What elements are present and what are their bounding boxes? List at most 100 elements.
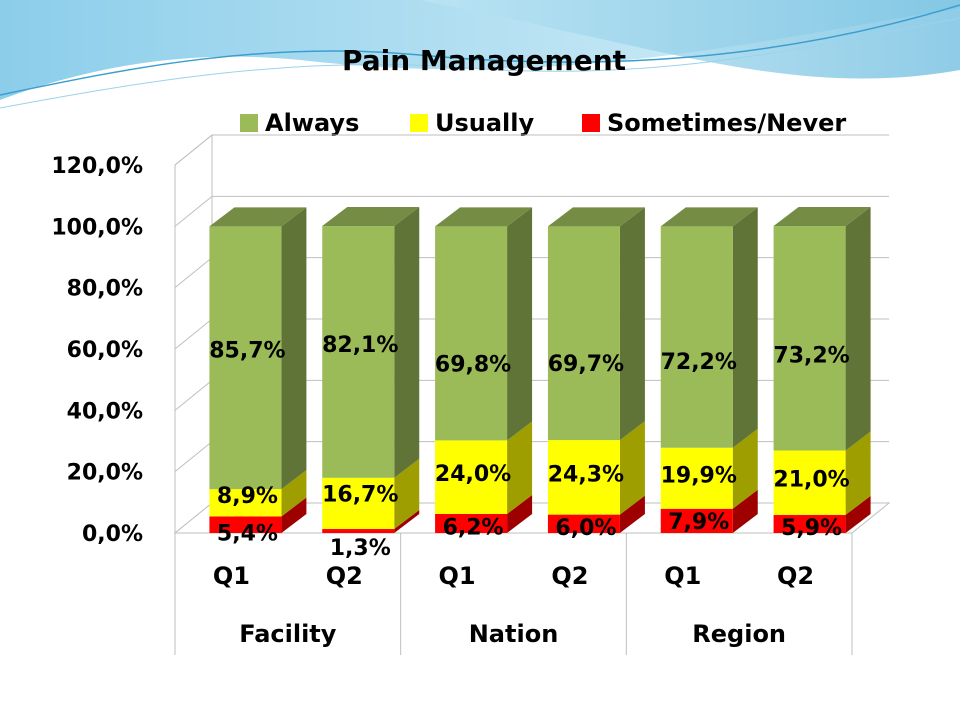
- legend-entry: Always: [240, 109, 359, 137]
- bar-side: [281, 207, 307, 490]
- bar-segment-always: [773, 207, 871, 451]
- bar-side: [732, 489, 758, 533]
- y-tick-label: 20,0%: [67, 461, 143, 486]
- legend-label: Sometimes/Never: [607, 109, 846, 137]
- data-label: 69,8%: [435, 352, 511, 377]
- x-tick-label: Q2: [777, 562, 814, 590]
- bar-side: [732, 207, 758, 448]
- y-tick-label: 120,0%: [51, 154, 143, 179]
- bar-segment-always: [322, 207, 420, 478]
- plot-area: 0,0% 20,0% 40,0% 60,0% 80,0% 100,0% 120,0% 5,4…: [51, 133, 891, 655]
- y-tick-label: 60,0%: [67, 338, 143, 363]
- bar-segment-always: [660, 207, 758, 448]
- x-tick-label: Q2: [551, 562, 588, 590]
- data-labels: 5,4% 8,9% 85,7% 1,3% 16,7% 82,1% 6,2% 24,0% 69,8…: [209, 333, 849, 561]
- x-group-label: Nation: [469, 620, 559, 648]
- bar-segment-sometimes-never: [435, 494, 533, 533]
- bar-side: [394, 510, 420, 533]
- data-label: 7,9%: [668, 510, 729, 535]
- bar-front: [322, 529, 395, 533]
- data-label: 19,9%: [661, 463, 737, 488]
- bar-side: [732, 428, 758, 509]
- bar-front: [322, 477, 395, 530]
- bar-top: [547, 207, 645, 227]
- legend-label: Always: [265, 109, 359, 137]
- y-tick-label: 100,0%: [51, 215, 143, 240]
- bar-side: [507, 421, 533, 514]
- bar-side: [281, 497, 307, 533]
- x-group-label: Region: [692, 620, 786, 648]
- bar-front: [547, 440, 620, 515]
- legend-entry: Usually: [410, 109, 535, 137]
- bar-front: [209, 226, 282, 490]
- bar-side: [845, 207, 871, 451]
- bar-front: [660, 508, 733, 533]
- bar-segment-usually: [209, 470, 307, 517]
- bar-side: [619, 207, 645, 441]
- x-tick-label: Q2: [326, 562, 363, 590]
- bar-front: [435, 226, 508, 441]
- bar-front: [209, 489, 282, 517]
- gridline: [174, 134, 889, 166]
- bar-top: [660, 207, 758, 227]
- data-label: 21,0%: [773, 468, 849, 493]
- y-axis: 0,0% 20,0% 40,0% 60,0% 80,0% 100,0% 120,0%: [51, 154, 176, 547]
- y-tick-label: 40,0%: [67, 399, 143, 424]
- bar-front: [773, 226, 846, 451]
- bar-top: [209, 207, 307, 227]
- bar-segment-sometimes-never: [209, 497, 307, 533]
- bar-side: [507, 207, 533, 441]
- bar-side: [281, 470, 307, 517]
- data-label: 24,0%: [435, 462, 511, 487]
- gridline: [174, 195, 889, 227]
- data-label: 6,2%: [443, 515, 504, 540]
- bar-segment-sometimes-never: [660, 489, 758, 533]
- bar-front: [322, 226, 395, 478]
- data-label: 6,0%: [555, 516, 616, 541]
- bar-side: [845, 431, 871, 515]
- x-group-label: Facility: [239, 620, 337, 648]
- bar-side: [394, 207, 420, 478]
- y-tick-label: 0,0%: [82, 522, 143, 547]
- bar-side: [394, 458, 420, 530]
- data-label: 72,2%: [661, 350, 737, 375]
- bar-front: [547, 514, 620, 533]
- bars: [209, 207, 871, 533]
- chart-title: Pain Management: [342, 44, 626, 77]
- legend-label: Usually: [435, 109, 535, 137]
- bar-front: [547, 226, 620, 441]
- bar-segment-usually: [547, 421, 645, 515]
- legend-swatch: [240, 114, 258, 132]
- x-tick-label: Q1: [213, 562, 250, 590]
- bar-segment-usually: [435, 421, 533, 514]
- background-wave-decoration: [0, 0, 960, 109]
- bar-front: [773, 450, 846, 515]
- legend-swatch: [582, 114, 600, 132]
- legend-swatch: [410, 114, 428, 132]
- data-label: 5,4%: [217, 522, 278, 547]
- bar-side: [845, 495, 871, 533]
- bar-top: [322, 207, 420, 227]
- bar-front: [209, 516, 282, 533]
- bar-segment-always: [209, 207, 307, 490]
- bar-side: [507, 494, 533, 533]
- data-label: 1,3%: [330, 536, 391, 561]
- data-label: 85,7%: [209, 339, 285, 364]
- x-tick-label: Q1: [439, 562, 476, 590]
- data-label: 73,2%: [773, 343, 849, 368]
- bar-segment-always: [435, 207, 533, 441]
- y-tick-label: 80,0%: [67, 277, 143, 302]
- x-tick-label: Q1: [664, 562, 701, 590]
- legend-entry: Sometimes/Never: [582, 109, 846, 137]
- bar-segment-always: [547, 207, 645, 441]
- bar-front: [435, 440, 508, 514]
- bar-segment-usually: [322, 458, 420, 530]
- bar-segment-sometimes-never: [322, 510, 420, 533]
- bar-segment-usually: [773, 431, 871, 515]
- data-label: 8,9%: [217, 484, 278, 509]
- data-label: 16,7%: [322, 482, 398, 507]
- data-label: 69,7%: [548, 352, 624, 377]
- bar-segment-usually: [660, 428, 758, 509]
- bar-front: [773, 514, 846, 533]
